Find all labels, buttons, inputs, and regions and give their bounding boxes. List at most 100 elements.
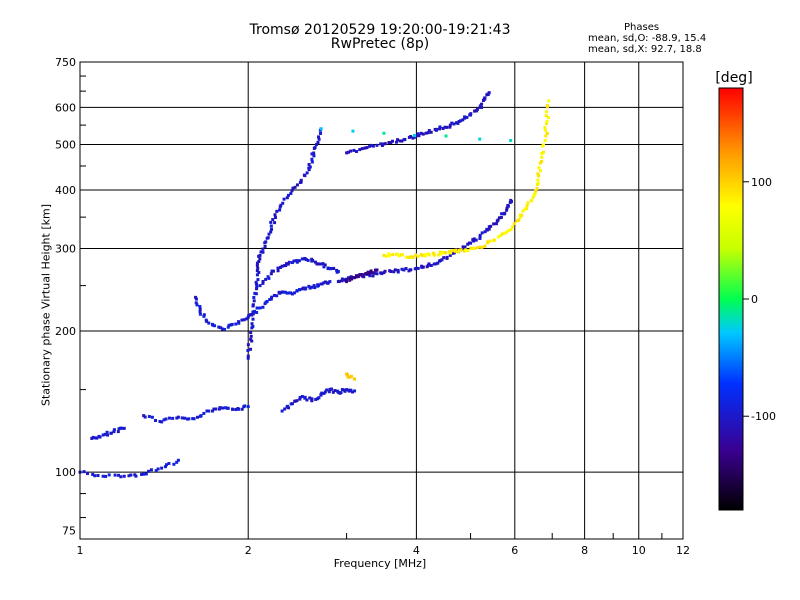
data-point xyxy=(273,221,277,225)
data-point xyxy=(303,396,307,400)
data-point xyxy=(283,407,287,411)
data-point xyxy=(122,474,126,478)
data-point xyxy=(293,185,297,189)
data-point xyxy=(307,284,311,288)
data-point xyxy=(95,436,99,440)
data-point xyxy=(217,325,221,329)
data-point xyxy=(340,279,344,283)
data-point xyxy=(316,140,320,144)
data-point xyxy=(299,180,303,184)
data-point xyxy=(483,96,487,100)
data-point xyxy=(345,388,349,392)
y-tick-label: 75 xyxy=(62,525,76,538)
data-point xyxy=(362,275,366,279)
data-point xyxy=(303,256,307,260)
data-point xyxy=(120,426,124,430)
data-point xyxy=(323,390,327,394)
data-point xyxy=(142,472,146,476)
data-point xyxy=(277,290,281,294)
data-point xyxy=(255,282,259,286)
data-point xyxy=(426,131,430,135)
data-point xyxy=(423,253,427,257)
data-point xyxy=(337,279,341,283)
data-point xyxy=(205,319,209,323)
data-point xyxy=(459,119,463,123)
data-point xyxy=(506,204,510,208)
data-point xyxy=(213,324,217,328)
data-point xyxy=(461,245,465,249)
data-point xyxy=(371,271,375,275)
data-point xyxy=(109,431,113,435)
data-point xyxy=(429,263,433,267)
data-point xyxy=(292,259,296,263)
data-point xyxy=(282,197,286,201)
data-point xyxy=(443,125,447,129)
data-point xyxy=(478,233,482,237)
data-point xyxy=(261,280,265,284)
data-point xyxy=(534,189,538,193)
data-point xyxy=(167,461,171,465)
data-point xyxy=(379,142,383,146)
data-point xyxy=(312,284,316,288)
data-point xyxy=(122,426,126,430)
data-point xyxy=(509,198,513,202)
data-point xyxy=(242,318,246,322)
data-point xyxy=(416,266,420,270)
data-point xyxy=(281,290,285,294)
data-point xyxy=(489,224,493,228)
data-point xyxy=(394,140,398,144)
data-point xyxy=(117,473,121,477)
data-point xyxy=(348,276,352,280)
data-point xyxy=(368,144,372,148)
data-point xyxy=(214,407,218,411)
data-point xyxy=(349,388,353,392)
data-point xyxy=(492,222,496,226)
data-point xyxy=(113,473,117,477)
data-point xyxy=(273,216,277,220)
data-point xyxy=(494,222,498,226)
data-point xyxy=(448,123,452,127)
data-point xyxy=(149,468,153,472)
y-tick-label: 200 xyxy=(55,325,76,338)
data-point xyxy=(93,436,97,440)
data-point xyxy=(211,323,215,327)
data-point xyxy=(365,146,369,150)
data-point xyxy=(478,236,482,240)
data-point xyxy=(319,262,323,266)
data-point xyxy=(457,120,461,124)
data-point xyxy=(286,404,290,408)
data-point xyxy=(521,209,525,213)
data-point xyxy=(251,303,255,307)
data-point xyxy=(321,262,325,266)
data-point xyxy=(244,317,248,321)
data-point xyxy=(503,211,507,215)
data-point xyxy=(320,391,324,395)
data-point xyxy=(531,195,535,199)
data-point xyxy=(396,270,400,274)
data-point xyxy=(183,416,187,420)
data-point xyxy=(266,275,270,279)
data-point xyxy=(405,255,409,259)
data-point xyxy=(134,474,138,478)
data-point xyxy=(264,277,268,281)
data-point xyxy=(426,263,430,267)
data-point xyxy=(397,254,401,258)
data-point xyxy=(290,402,294,406)
data-point xyxy=(517,218,521,222)
data-point xyxy=(319,131,323,135)
data-point xyxy=(409,268,413,272)
data-point xyxy=(540,155,544,159)
data-point xyxy=(417,134,421,138)
data-point xyxy=(393,268,397,272)
data-point xyxy=(234,408,238,412)
data-point xyxy=(544,114,548,118)
data-point xyxy=(165,463,169,467)
colorbar xyxy=(718,87,744,511)
data-point xyxy=(414,134,418,138)
data-point xyxy=(284,262,288,266)
data-point xyxy=(202,314,206,318)
data-point xyxy=(304,286,308,290)
data-point xyxy=(469,241,473,245)
data-point xyxy=(384,254,388,258)
data-point xyxy=(353,389,357,393)
